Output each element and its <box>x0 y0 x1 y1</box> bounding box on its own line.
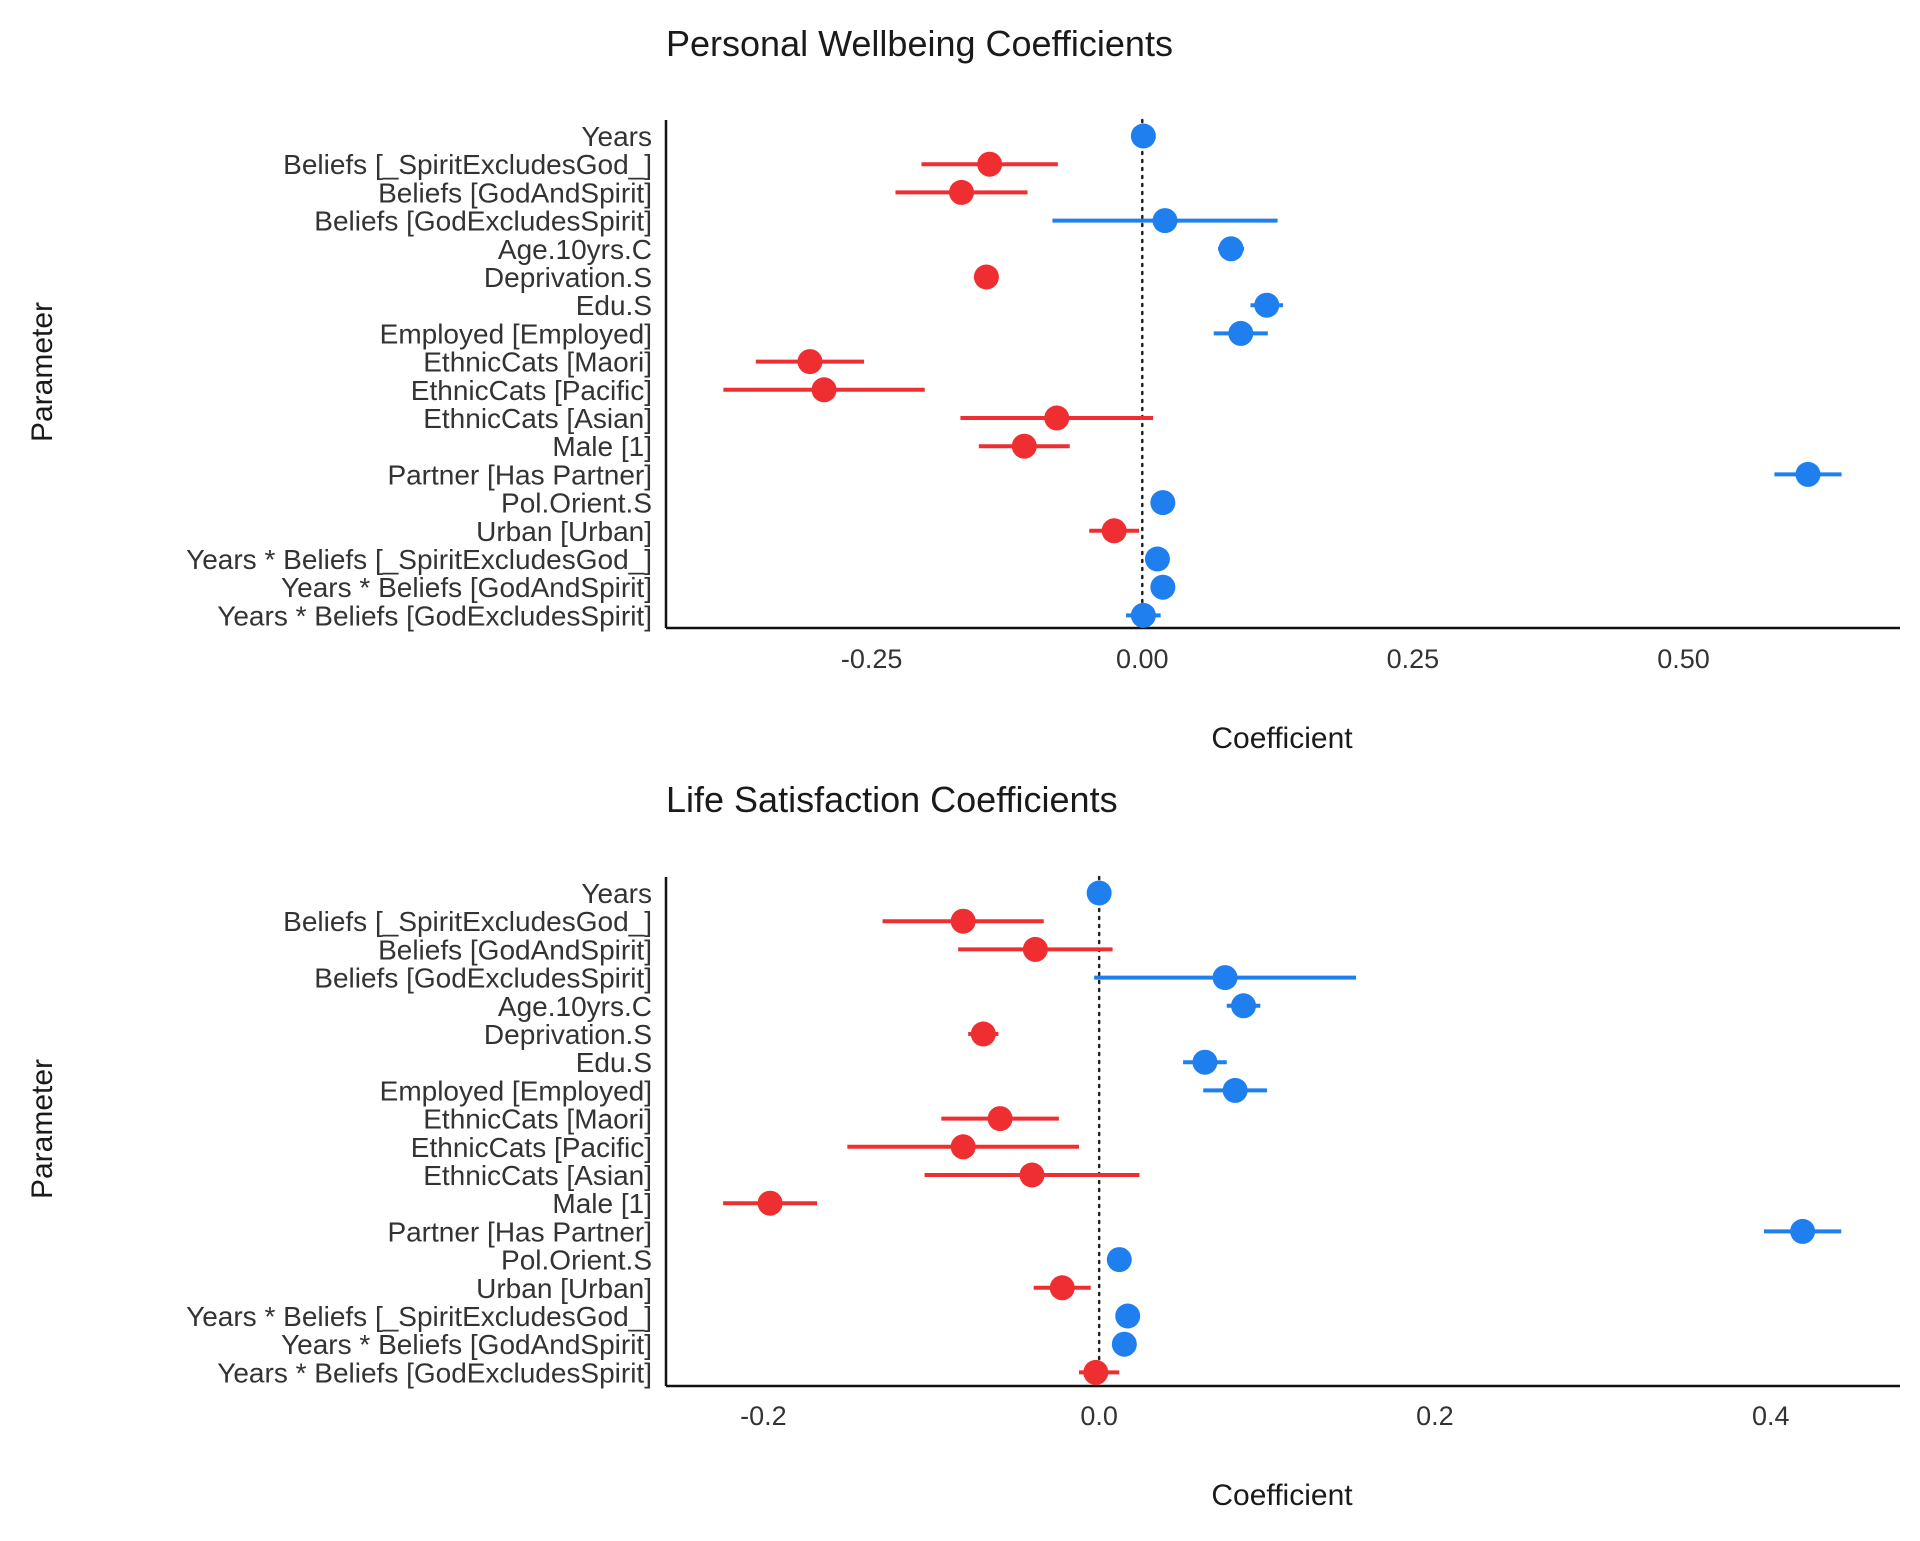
estimate-point <box>1011 433 1037 459</box>
estimate-point <box>1111 1331 1137 1357</box>
chart-title: Personal Wellbeing Coefficients <box>666 23 1173 64</box>
estimate-point <box>1049 1275 1075 1301</box>
x-tick-label: -0.25 <box>841 644 903 674</box>
estimate-point <box>1101 518 1127 544</box>
estimate-point <box>1130 602 1156 628</box>
parameter-label: Edu.S <box>576 290 652 321</box>
parameter-label: Deprivation.S <box>484 262 652 293</box>
parameter-label: Urban [Urban] <box>476 1273 652 1304</box>
parameter-label: Urban [Urban] <box>476 516 652 547</box>
estimate-point <box>973 264 999 290</box>
estimate-point <box>949 179 975 205</box>
estimate-point <box>797 349 823 375</box>
life-satisfaction-panel: Life Satisfaction Coefficients Parameter… <box>26 779 1900 1512</box>
parameter-label: EthnicCats [Maori] <box>423 1104 652 1135</box>
x-axis-title: Coefficient <box>1211 722 1353 755</box>
parameter-label: Partner [Has Partner] <box>387 1216 652 1247</box>
x-tick-label: 0.0 <box>1080 1401 1118 1431</box>
chart-title: Life Satisfaction Coefficients <box>666 779 1118 820</box>
estimate-point <box>977 151 1003 177</box>
x-tick-label: -0.2 <box>740 1401 787 1431</box>
estimate-point <box>950 908 976 934</box>
estimate-point <box>970 1021 996 1047</box>
estimate-point <box>1150 490 1176 516</box>
estimate-point <box>1083 1359 1109 1385</box>
estimate-point <box>1218 236 1244 262</box>
parameter-label: Beliefs [GodExcludesSpirit] <box>314 963 652 994</box>
parameter-label: Years * Beliefs [GodAndSpirit] <box>281 1329 652 1360</box>
parameter-label: Beliefs [_SpiritExcludesGod_] <box>283 149 652 180</box>
estimate-point <box>1019 1162 1045 1188</box>
estimate-point <box>1790 1218 1816 1244</box>
estimate-point <box>1795 461 1821 487</box>
estimate-point <box>1150 574 1176 600</box>
estimate-point <box>1228 320 1254 346</box>
y-axis-title: Parameter <box>26 302 59 442</box>
parameter-label: Years <box>581 878 652 909</box>
estimate-point <box>1130 123 1156 149</box>
x-tick-label: 0.00 <box>1116 644 1169 674</box>
estimate-point <box>1144 546 1170 572</box>
parameter-label: Beliefs [GodExcludesSpirit] <box>314 206 652 237</box>
parameter-label: Male [1] <box>552 1188 652 1219</box>
parameter-label: Beliefs [GodAndSpirit] <box>378 934 652 965</box>
parameter-label: Years * Beliefs [_SpiritExcludesGod_] <box>186 1301 652 1332</box>
estimate-point <box>1044 405 1070 431</box>
estimate-point <box>757 1190 783 1216</box>
estimate-point <box>1231 993 1257 1019</box>
parameter-label: Age.10yrs.C <box>498 991 652 1022</box>
parameter-label: Edu.S <box>576 1047 652 1078</box>
y-axis-title: Parameter <box>26 1059 59 1199</box>
parameter-label: Employed [Employed] <box>380 1075 652 1106</box>
x-tick-label: 0.25 <box>1387 644 1440 674</box>
estimate-point <box>987 1106 1013 1132</box>
parameter-label: Partner [Has Partner] <box>387 459 652 490</box>
estimate-point <box>950 1134 976 1160</box>
parameter-label: Pol.Orient.S <box>501 488 652 519</box>
x-tick-label: 0.2 <box>1416 1401 1454 1431</box>
parameter-label: Years * Beliefs [GodAndSpirit] <box>281 572 652 603</box>
parameter-label: Deprivation.S <box>484 1019 652 1050</box>
x-tick-label: 0.4 <box>1752 1401 1790 1431</box>
estimate-point <box>1254 292 1280 318</box>
estimate-point <box>1115 1303 1141 1329</box>
x-axis-title: Coefficient <box>1211 1479 1353 1512</box>
estimate-point <box>1022 936 1048 962</box>
parameter-label: EthnicCats [Pacific] <box>411 375 652 406</box>
parameter-label: Years * Beliefs [GodExcludesSpirit] <box>217 600 652 631</box>
parameter-label: Male [1] <box>552 431 652 462</box>
estimate-point <box>1222 1077 1248 1103</box>
parameter-label: Years * Beliefs [_SpiritExcludesGod_] <box>186 544 652 575</box>
parameter-label: Age.10yrs.C <box>498 234 652 265</box>
parameter-label: EthnicCats [Asian] <box>423 403 652 434</box>
parameter-label: EthnicCats [Asian] <box>423 1160 652 1191</box>
x-tick-label: 0.50 <box>1657 644 1710 674</box>
estimate-point <box>1212 965 1238 991</box>
estimate-point <box>1192 1049 1218 1075</box>
estimate-point <box>1106 1247 1132 1273</box>
estimate-point <box>1152 208 1178 234</box>
estimate-point <box>1086 880 1112 906</box>
parameter-label: Years <box>581 121 652 152</box>
parameter-label: Years * Beliefs [GodExcludesSpirit] <box>217 1357 652 1388</box>
estimate-point <box>811 377 837 403</box>
personal-wellbeing-panel: Personal Wellbeing Coefficients Paramete… <box>26 23 1900 755</box>
parameter-label: Beliefs [_SpiritExcludesGod_] <box>283 906 652 937</box>
parameter-label: EthnicCats [Maori] <box>423 347 652 378</box>
parameter-label: Beliefs [GodAndSpirit] <box>378 177 652 208</box>
parameter-label: Employed [Employed] <box>380 318 652 349</box>
parameter-label: Pol.Orient.S <box>501 1245 652 1276</box>
parameter-label: EthnicCats [Pacific] <box>411 1132 652 1163</box>
